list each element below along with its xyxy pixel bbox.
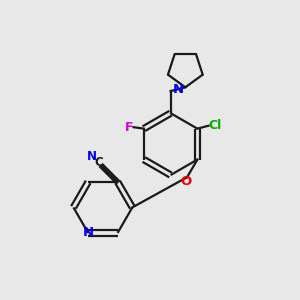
Text: Cl: Cl [208,119,222,132]
Text: N: N [87,150,97,163]
Text: N: N [82,226,94,239]
Text: N: N [172,83,184,96]
Text: C: C [94,156,103,169]
Text: F: F [125,121,134,134]
Text: O: O [181,175,192,188]
